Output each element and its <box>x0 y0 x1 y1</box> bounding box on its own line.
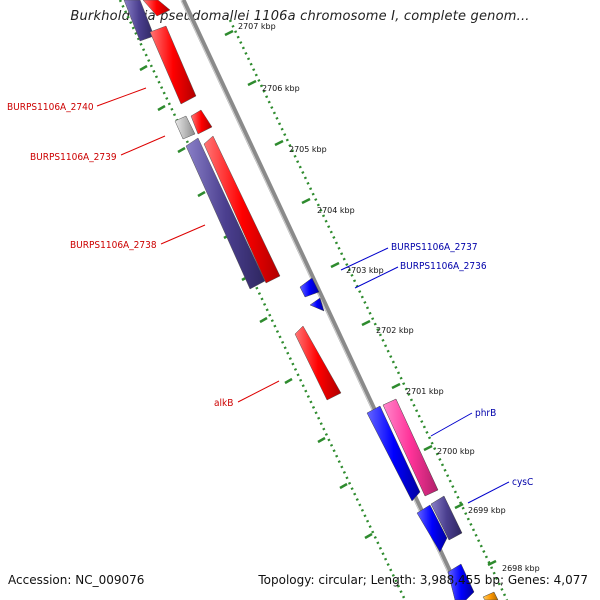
inner-major-ticks <box>139 64 373 540</box>
gene-label-BURPS1106A_2740: BURPS1106A_2740 <box>7 102 94 113</box>
gene-bottom-blue <box>447 563 475 600</box>
gene-label-phrB: phrB <box>475 408 496 419</box>
gene-pink <box>382 398 439 497</box>
leader-lines <box>96 87 510 504</box>
gene-cysC <box>416 504 448 553</box>
gene-label-BURPS1106A_2736: BURPS1106A_2736 <box>400 261 487 272</box>
tick-label: 2704 kbp <box>317 206 355 215</box>
gene-label-BURPS1106A_2737: BURPS1106A_2737 <box>391 242 478 253</box>
gene-BURPS1106A_2738 <box>185 137 266 290</box>
map-title: Burkholderia pseudomallei 1106a chromoso… <box>70 9 530 24</box>
inner-tick-rail <box>118 0 407 600</box>
outer-tick-rail <box>228 19 509 600</box>
gene-grey <box>174 115 196 140</box>
tick-label: 2699 kbp <box>468 506 506 515</box>
gene-top-red-2 <box>149 25 197 105</box>
gene-alkB <box>294 325 342 401</box>
tick-label: 2705 kbp <box>289 145 327 154</box>
gene-bottom-orange <box>482 591 499 600</box>
tick-label: 2700 kbp <box>437 447 475 456</box>
gene-BURPS1106A_2739 <box>203 135 281 284</box>
tick-label: 2698 kbp <box>502 564 540 573</box>
gene-label-cysC: cysC <box>512 477 533 488</box>
gene-labels: BURPS1106A_2740 BURPS1106A_2739 BURPS110… <box>7 102 533 488</box>
tick-labels: 2707 kbp 2706 kbp 2705 kbp 2704 kbp 2703… <box>238 22 540 573</box>
gene-BURPS1106A_2736 <box>309 297 325 312</box>
tick-label: 2701 kbp <box>406 387 444 396</box>
outer-major-ticks <box>224 29 497 567</box>
gene-label-BURPS1106A_2739: BURPS1106A_2739 <box>30 152 117 163</box>
chromosome-backbone-highlight <box>180 0 462 600</box>
gene-purple-2 <box>430 495 463 541</box>
chromosome-backbone <box>180 0 466 600</box>
gene-phrB <box>366 405 421 502</box>
tick-label: 2707 kbp <box>238 22 276 31</box>
genome-summary-text: Topology: circular; Length: 3,988,455 bp… <box>258 573 588 587</box>
tick-label: 2702 kbp <box>376 326 414 335</box>
gene-label-BURPS1106A_2738: BURPS1106A_2738 <box>70 240 157 251</box>
tick-label: 2703 kbp <box>346 266 384 275</box>
gene-label-alkB: alkB <box>214 398 233 409</box>
gene-top-red-1 <box>142 0 171 17</box>
tick-label: 2706 kbp <box>262 84 300 93</box>
gene-BURPS1106A_2740 <box>190 109 213 135</box>
gene-BURPS1106A_2737 <box>299 277 320 298</box>
accession-text: Accession: NC_009076 <box>8 573 145 587</box>
forward-genes <box>123 0 342 401</box>
reverse-genes <box>299 277 499 600</box>
